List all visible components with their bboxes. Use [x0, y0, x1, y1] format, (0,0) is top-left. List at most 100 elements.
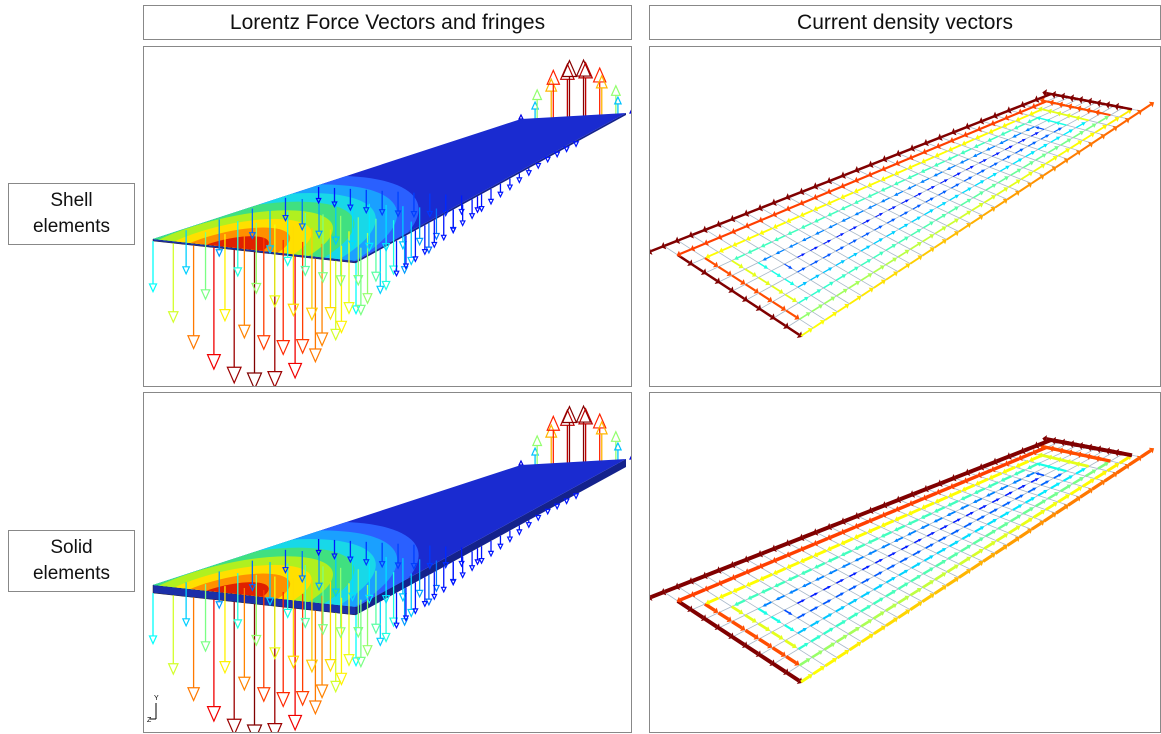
- vector: [1041, 136, 1046, 139]
- vector: [961, 201, 968, 205]
- vector: [997, 536, 1005, 541]
- vector: [910, 604, 919, 610]
- vector-head: [220, 662, 230, 673]
- vector: [735, 227, 746, 232]
- vector: [777, 568, 786, 572]
- vector-head: [423, 602, 428, 607]
- vector: [694, 244, 705, 249]
- vector-head: [547, 416, 559, 430]
- vector: [972, 205, 980, 210]
- vector: [798, 284, 804, 287]
- vector: [1083, 135, 1092, 140]
- vector: [940, 487, 951, 492]
- vector: [708, 584, 719, 589]
- vector: [819, 576, 824, 579]
- vector: [861, 607, 868, 611]
- vector: [823, 242, 827, 244]
- vector: [1023, 163, 1030, 167]
- vector: [962, 535, 968, 538]
- vector: [951, 185, 956, 188]
- vector: [963, 159, 968, 162]
- vector: [792, 243, 797, 246]
- vector: [750, 580, 759, 584]
- vector: [1004, 476, 1011, 479]
- vector: [1051, 139, 1057, 143]
- vector: [938, 497, 947, 501]
- vector: [1036, 156, 1043, 160]
- vector: [1070, 489, 1078, 494]
- vector: [779, 596, 784, 599]
- vector: [994, 118, 1005, 123]
- vector: [953, 520, 957, 522]
- vector: [901, 547, 905, 549]
- vector: [774, 664, 786, 672]
- vector: [1117, 121, 1127, 127]
- vector: [922, 596, 931, 602]
- vector-head: [277, 693, 289, 707]
- vector: [861, 621, 869, 626]
- vector-head: [252, 636, 261, 646]
- vector: [1016, 133, 1021, 136]
- vector-head: [149, 636, 156, 644]
- vector: [1056, 161, 1065, 167]
- vector-head: [574, 494, 579, 499]
- vector: [1080, 491, 1090, 497]
- vector-head: [612, 86, 621, 96]
- vector-head: [319, 625, 327, 634]
- vector: [937, 518, 942, 521]
- vector: [924, 167, 931, 170]
- vector: [771, 271, 777, 275]
- vector: [772, 286, 780, 291]
- vector-head: [630, 455, 631, 459]
- vector: [1022, 453, 1033, 458]
- vector: [732, 261, 740, 266]
- vector: [1079, 118, 1088, 120]
- vector: [837, 306, 845, 312]
- vector: [1095, 473, 1104, 478]
- vector: [1068, 153, 1077, 159]
- vector: [912, 499, 923, 504]
- vector-head: [574, 142, 579, 147]
- vector-head: [248, 373, 262, 386]
- column-header: Current density vectors: [649, 5, 1161, 40]
- vector: [1015, 150, 1020, 153]
- vector: [1028, 143, 1033, 146]
- vector: [1008, 113, 1019, 118]
- vector: [705, 258, 715, 264]
- vector: [1141, 451, 1151, 457]
- vector: [923, 236, 931, 241]
- vector-head: [201, 642, 209, 651]
- vector: [844, 193, 853, 197]
- vector: [966, 168, 970, 170]
- vector: [1017, 124, 1024, 127]
- vector: [1036, 502, 1043, 506]
- vector: [977, 489, 984, 492]
- vector: [813, 668, 821, 674]
- current-plot: [650, 393, 1160, 732]
- vector: [705, 619, 717, 627]
- vector: [801, 331, 809, 336]
- vector: [1005, 493, 1009, 495]
- vector: [901, 201, 905, 203]
- vector: [759, 639, 769, 645]
- vector: [874, 586, 880, 589]
- vector: [911, 174, 918, 177]
- vector-head: [432, 594, 437, 599]
- vector-head: [188, 336, 199, 349]
- vector: [948, 555, 955, 559]
- vector: [1039, 474, 1044, 476]
- vector: [871, 527, 880, 531]
- vector: [1031, 464, 1038, 467]
- vector: [805, 583, 810, 586]
- vector-head: [498, 544, 503, 549]
- vector: [848, 601, 854, 604]
- vector: [746, 646, 758, 654]
- vector: [1105, 475, 1115, 481]
- vector: [805, 237, 810, 240]
- vector-head: [336, 673, 346, 684]
- vector: [947, 234, 956, 240]
- vector: [1020, 185, 1029, 191]
- vector-head: [239, 677, 250, 690]
- vector: [790, 216, 799, 220]
- vector: [1025, 153, 1031, 157]
